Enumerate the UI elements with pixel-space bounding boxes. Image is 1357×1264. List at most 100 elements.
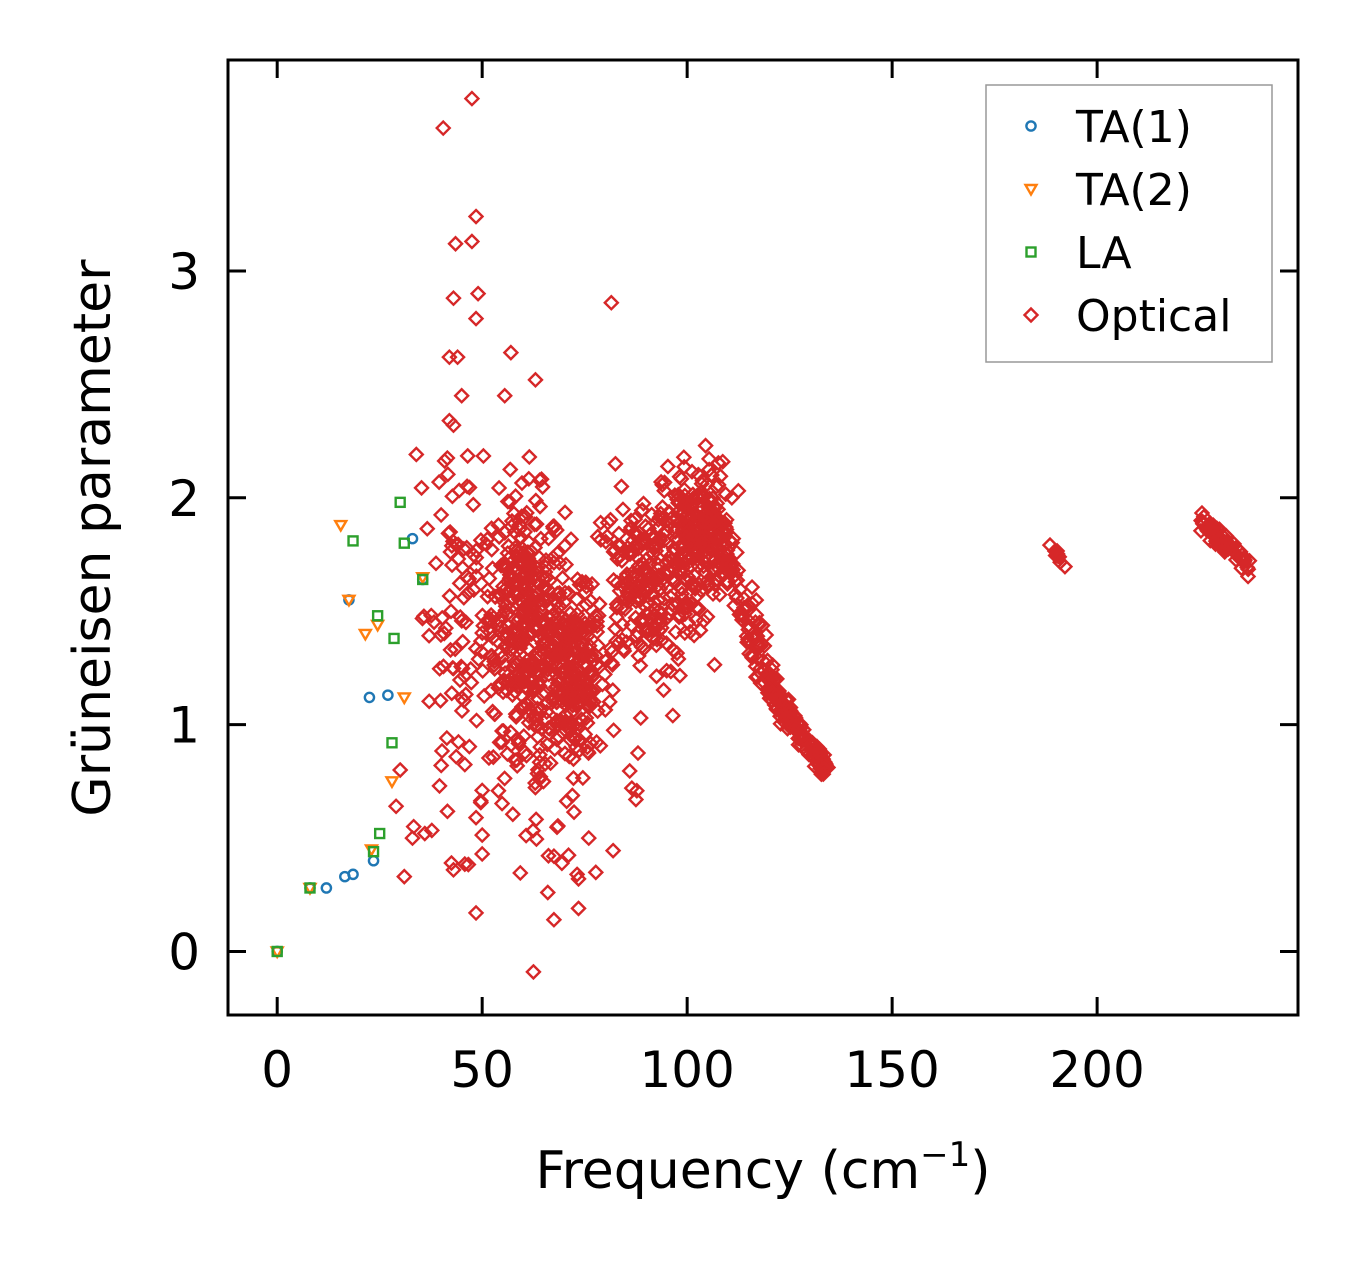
point-optical xyxy=(472,792,489,810)
point-optical xyxy=(631,592,648,610)
point-optical xyxy=(1239,568,1257,585)
point-optical xyxy=(459,447,476,465)
point-optical xyxy=(673,470,690,488)
point-optical xyxy=(629,744,647,762)
point-ta-2 xyxy=(415,571,431,586)
point-optical xyxy=(449,536,467,553)
point-optical xyxy=(559,617,576,634)
point-optical xyxy=(527,492,545,509)
point-optical xyxy=(666,487,684,504)
point-optical xyxy=(482,606,500,624)
point-optical xyxy=(582,735,599,752)
point-optical xyxy=(604,842,622,859)
point-optical xyxy=(559,719,577,736)
point-optical xyxy=(552,711,569,729)
point-optical xyxy=(597,533,615,550)
legend-marker-ta-2 xyxy=(1023,183,1039,197)
point-optical xyxy=(642,586,660,603)
point-optical xyxy=(533,700,550,718)
point-ta-1 xyxy=(382,689,394,701)
point-optical xyxy=(587,647,605,664)
point-optical xyxy=(455,692,473,709)
point-optical xyxy=(676,458,693,476)
point-optical xyxy=(461,738,478,755)
point-optical xyxy=(437,619,455,637)
point-optical xyxy=(565,803,583,821)
point-optical xyxy=(508,757,526,775)
point-optical xyxy=(752,674,769,692)
point-optical xyxy=(459,584,477,602)
point-optical xyxy=(533,471,550,488)
point-optical xyxy=(451,671,469,689)
point-optical xyxy=(631,635,648,653)
point-optical xyxy=(1202,532,1219,549)
point-optical xyxy=(490,528,508,546)
point-optical xyxy=(502,461,519,478)
point-la xyxy=(373,827,386,840)
point-optical xyxy=(463,90,481,107)
point-optical xyxy=(712,468,729,485)
point-optical xyxy=(708,528,725,546)
point-optical xyxy=(482,682,500,699)
point-optical xyxy=(529,761,547,778)
point-optical xyxy=(611,547,628,564)
point-optical xyxy=(564,787,581,804)
point-optical xyxy=(517,597,535,615)
point-optical xyxy=(605,722,622,739)
legend-marker-optical xyxy=(1022,306,1040,324)
point-optical xyxy=(527,717,544,735)
point-optical xyxy=(576,626,594,643)
point-optical xyxy=(493,795,511,812)
point-optical xyxy=(496,770,513,787)
point-optical xyxy=(525,653,542,670)
point-optical xyxy=(594,676,611,693)
point-optical xyxy=(716,514,734,532)
point-optical xyxy=(815,765,832,783)
point-optical xyxy=(498,640,516,657)
point-optical xyxy=(529,700,546,717)
point-optical xyxy=(658,522,675,539)
point-optical xyxy=(439,466,457,483)
point-optical xyxy=(519,681,536,698)
point-optical xyxy=(730,482,747,500)
point-optical xyxy=(603,294,620,311)
x-axis-title: Frequency (cm−1) xyxy=(535,1135,990,1201)
point-optical xyxy=(490,479,508,497)
point-optical xyxy=(440,525,457,542)
point-optical xyxy=(669,510,686,527)
point-optical xyxy=(526,682,543,699)
y-axis-title: Grüneisen parameter xyxy=(63,259,123,817)
point-optical xyxy=(420,627,438,644)
y-tick-label: 2 xyxy=(168,470,200,528)
point-optical xyxy=(700,492,718,509)
point-optical xyxy=(517,695,535,712)
point-optical xyxy=(439,803,456,820)
point-optical xyxy=(622,512,640,529)
point-optical xyxy=(495,627,512,644)
point-optical xyxy=(613,478,630,495)
point-optical xyxy=(686,504,704,522)
point-optical xyxy=(540,847,557,864)
point-optical xyxy=(650,567,667,584)
point-optical xyxy=(404,829,421,847)
legend-item-optical: Optical xyxy=(1022,291,1231,342)
point-ta-1 xyxy=(320,882,333,894)
point-la xyxy=(398,537,410,549)
point-optical xyxy=(658,609,675,627)
y-tick-label: 1 xyxy=(168,697,200,755)
point-optical xyxy=(524,822,542,839)
point-optical xyxy=(689,488,706,506)
point-optical xyxy=(467,904,485,922)
point-optical xyxy=(579,743,596,760)
x-tick-label: 100 xyxy=(639,1041,734,1099)
point-optical xyxy=(445,289,462,307)
point-optical xyxy=(625,532,642,549)
point-optical xyxy=(427,555,445,572)
legend: TA(1) TA(2) LA Optical xyxy=(985,84,1273,363)
point-optical xyxy=(706,562,723,579)
point-optical xyxy=(655,681,672,699)
point-optical xyxy=(505,658,522,675)
point-optical xyxy=(532,657,550,674)
x-tick-label: 50 xyxy=(450,1041,514,1099)
point-optical xyxy=(523,669,540,686)
